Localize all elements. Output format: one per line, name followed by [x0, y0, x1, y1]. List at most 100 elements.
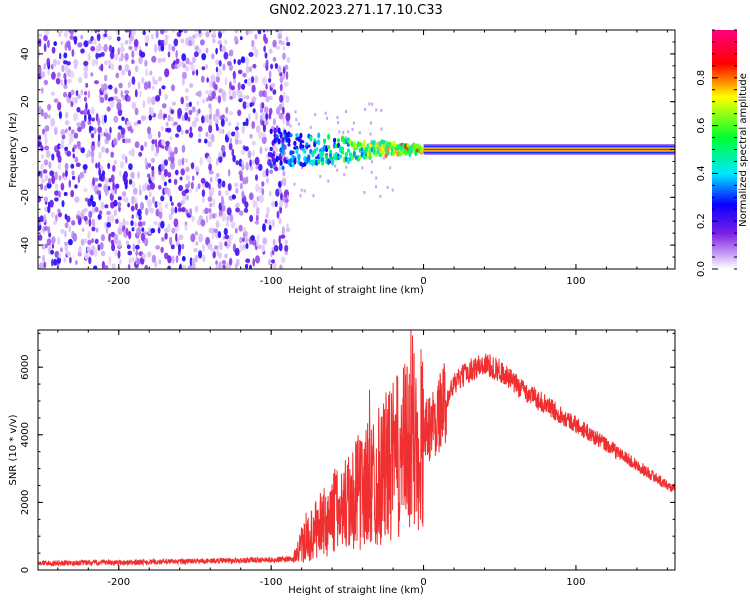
spectrogram-cell [160, 246, 164, 253]
spectrogram-cell [420, 149, 424, 154]
spectrogram-cell [67, 78, 72, 84]
spectrogram-cell [88, 256, 92, 265]
spectrogram-cell [94, 30, 98, 34]
spectrogram-cell [165, 122, 169, 127]
spectrogram-cell [48, 161, 52, 169]
spectrogram-cell [83, 65, 89, 72]
spectrogram-cell [200, 39, 205, 46]
spectrogram-cell [301, 166, 304, 170]
spectrogram-cell [71, 170, 75, 176]
spectrogram-cell [282, 115, 285, 125]
spectrogram-cell [126, 120, 132, 128]
spectrogram-cell [136, 227, 142, 236]
spectrogram-cell [182, 264, 186, 269]
spectrogram-cell [205, 215, 209, 224]
spectrogram-cell [291, 150, 295, 155]
spectrogram-cell [295, 118, 298, 122]
spectrogram-cell [42, 254, 45, 263]
spectrogram-cell [352, 121, 355, 125]
spectrogram-cell [51, 211, 55, 219]
spectrogram-cell [268, 48, 273, 54]
spectrogram-cell [235, 202, 240, 208]
spectrogram-cell [70, 133, 74, 142]
spectrogram-cell [218, 60, 222, 67]
spectrogram-cell [265, 112, 269, 121]
spectrogram-cell [45, 243, 48, 249]
spectrogram-cell [199, 157, 203, 166]
spectrogram-cell [137, 221, 143, 227]
spectrogram-cell [251, 159, 256, 165]
spectrogram-cell [124, 64, 130, 72]
spectrogram-cell [271, 219, 275, 228]
spectrogram-cell [215, 260, 218, 265]
spectrogram-cell [74, 196, 80, 203]
spectrogram-cell [274, 200, 278, 208]
spectrogram-cell [45, 174, 48, 182]
spectrogram-cell [43, 112, 48, 120]
spectrogram-cell [245, 258, 251, 264]
spectrogram-cell [222, 264, 227, 269]
spectrogram-cell [98, 210, 103, 215]
spectrogram-cell [103, 33, 108, 38]
spectrogram-cell [227, 237, 232, 247]
snr-ytick-label: 6000 [20, 354, 31, 379]
spectrogram-cell [50, 117, 56, 127]
spectrogram-cell [122, 138, 126, 143]
spectrogram-cell [189, 208, 193, 216]
spectrogram-cell [297, 122, 300, 126]
spectrogram-cell [171, 255, 175, 264]
spectrogram-cell [71, 220, 76, 226]
spectrogram-cell [301, 140, 305, 144]
spectrogram-cell [164, 159, 168, 167]
spectrogram-cell [53, 220, 58, 225]
spectrogram-cell [64, 128, 68, 134]
spectrogram-cell [158, 210, 163, 219]
spectrogram-cell [175, 133, 180, 138]
spectrogram-cell [197, 108, 201, 114]
spectrogram-cell [369, 121, 372, 125]
spectrogram-cell [46, 69, 51, 76]
spectrogram-cell [189, 257, 193, 266]
spectrogram-cell [372, 139, 376, 145]
spectrogram-cell [272, 238, 276, 247]
spectrogram-cell [93, 177, 99, 182]
spectrogram-cell [164, 93, 168, 101]
spectrogram-cell [194, 51, 199, 58]
spectrogram-cell [170, 155, 175, 164]
spectrogram-cell [340, 150, 345, 155]
spectrogram-cell [226, 215, 229, 222]
spectrogram-cell [221, 195, 224, 204]
spectrogram-cell [271, 262, 277, 269]
spectrogram-cell [103, 264, 109, 269]
spectrogram-cell [109, 99, 115, 108]
spectrogram-cell [262, 76, 267, 86]
spectrogram-cell [241, 164, 245, 171]
spectrogram-cell [155, 30, 159, 39]
spectrogram-cell [369, 132, 372, 136]
spectrogram-cell [140, 51, 146, 58]
spectrogram-cell [264, 147, 268, 152]
spectrogram-cell [254, 220, 260, 225]
spectrogram-cell [256, 238, 259, 247]
spectrogram-cell [249, 165, 254, 171]
spectrogram-cell [263, 106, 269, 114]
spectrogram-cell [110, 174, 115, 183]
spectrogram-cell [280, 256, 286, 264]
spectrogram-cell [53, 41, 57, 47]
spectrogram-cell [211, 53, 215, 60]
spectrogram-cell [175, 233, 178, 242]
spectrogram-cell [181, 53, 187, 62]
spectrogram-cell [138, 56, 143, 65]
spectrogram-cell [221, 45, 227, 53]
spectrogram-cell [137, 208, 142, 217]
spectrogram-cell [241, 83, 246, 90]
spectrogram-cell [285, 36, 289, 42]
spectrogram-cell [163, 181, 167, 187]
spectrogram-cell [145, 68, 148, 77]
spectrogram-cell [197, 183, 201, 190]
spectrogram-cell [273, 245, 279, 252]
spectrogram-cell [317, 132, 321, 139]
spectrogram-cell [223, 51, 229, 60]
spectrogram-cell [180, 129, 184, 136]
spectrogram-cell [249, 159, 252, 167]
